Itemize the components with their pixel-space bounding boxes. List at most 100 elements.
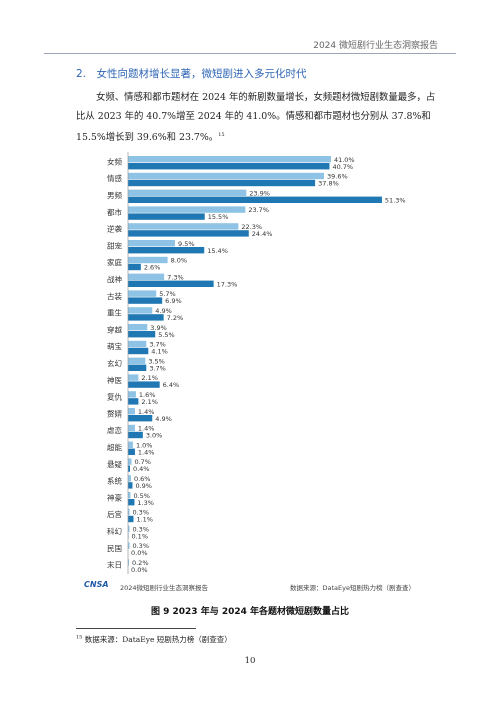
data-label: 1.0% — [136, 441, 153, 449]
bar — [128, 189, 247, 196]
data-label: 5.5% — [158, 331, 175, 339]
data-label: 0.3% — [132, 509, 149, 517]
bar — [128, 482, 133, 489]
bar — [128, 263, 141, 271]
data-label: 40.7% — [332, 163, 353, 171]
bar — [128, 273, 165, 280]
page-number: 10 — [244, 656, 256, 666]
bar — [128, 290, 157, 297]
footnote-reference: 15 — [218, 132, 225, 138]
data-label: 0.9% — [135, 482, 152, 490]
bar — [128, 324, 148, 331]
category-label: 都市 — [107, 207, 122, 217]
data-label: 3.0% — [146, 432, 163, 440]
header-title: 2024 微短剧行业生态洞察报告 — [313, 41, 438, 51]
data-label: 24.4% — [252, 230, 273, 238]
bar — [128, 347, 149, 355]
category-label: 萌宝 — [107, 341, 122, 351]
data-label: 0.0% — [131, 566, 148, 574]
data-label: 1.1% — [136, 516, 153, 524]
bar — [128, 542, 130, 549]
data-label: 4.9% — [155, 415, 172, 423]
data-label: 5.7% — [159, 290, 176, 298]
category-label: 古装 — [107, 291, 122, 301]
category-label: 情感 — [107, 173, 122, 183]
header-rule — [44, 53, 456, 54]
bar — [128, 431, 143, 439]
category-label: 家庭 — [107, 257, 122, 267]
data-label: 1.4% — [138, 408, 155, 416]
footnote-rule — [76, 628, 196, 629]
bar — [128, 465, 130, 472]
data-label: 51.3% — [385, 196, 406, 204]
bar — [128, 525, 130, 532]
category-label: 虐恋 — [107, 425, 122, 435]
data-label: 6.4% — [163, 381, 180, 389]
data-label: 0.4% — [133, 465, 150, 473]
bar — [128, 340, 147, 348]
data-label: 7.2% — [167, 314, 184, 322]
category-label: 后宫 — [107, 509, 122, 519]
data-label: 0.1% — [131, 532, 148, 540]
data-label: 3.9% — [150, 324, 167, 332]
category-label: 战神 — [107, 274, 122, 284]
category-label: 重生 — [107, 308, 122, 318]
bar — [128, 357, 146, 364]
bar — [128, 206, 246, 213]
data-label: 15.4% — [207, 247, 228, 255]
footnote: 15 数据来源：DataEye 短剧热力榜（剧查查） — [76, 634, 232, 645]
bar — [128, 230, 249, 237]
bar — [128, 307, 153, 314]
data-label: 0.2% — [132, 559, 149, 567]
data-label: 2.6% — [144, 264, 161, 272]
data-label: 9.5% — [178, 240, 195, 248]
paragraph-text: 女频、情感和都市题材在 2024 年的新剧数量增长，女频题材微短剧数量最多，占比… — [76, 92, 436, 144]
bar — [128, 499, 135, 506]
category-label: 神豪 — [107, 492, 122, 502]
bar — [128, 559, 129, 566]
section-heading: 2. 女性向题材增长显著，微短剧进入多元化时代 — [76, 68, 307, 80]
bar — [128, 163, 330, 170]
bar — [128, 314, 164, 321]
bar — [128, 196, 382, 203]
category-label: 甜宠 — [107, 240, 122, 250]
chart-source: 数据来源：DataEye短剧热力榜（剧查查） — [290, 584, 415, 592]
data-label: 0.3% — [132, 542, 149, 550]
data-label: 3.7% — [149, 364, 166, 372]
data-label: 1.4% — [138, 425, 155, 433]
bar — [128, 213, 205, 220]
bar — [128, 179, 316, 187]
category-label: 复仇 — [107, 392, 122, 402]
bar — [128, 391, 136, 398]
bar — [128, 458, 132, 465]
data-label: 41.0% — [334, 156, 355, 164]
category-label: 悬疑 — [107, 459, 122, 469]
bar — [128, 374, 139, 381]
data-label: 1.4% — [138, 448, 155, 456]
data-label: 0.6% — [134, 475, 151, 483]
category-label: 民国 — [107, 544, 122, 553]
data-label: 6.9% — [165, 297, 182, 305]
data-label: 1.3% — [137, 499, 154, 507]
cnsa-logo: CNSA — [84, 580, 109, 589]
data-label: 4.1% — [151, 348, 168, 356]
bar — [128, 424, 135, 432]
data-label: 2.1% — [141, 398, 158, 406]
data-label: 39.6% — [327, 173, 348, 181]
data-label: 4.9% — [155, 307, 172, 315]
bar — [128, 172, 325, 180]
bar — [128, 408, 135, 415]
data-label: 22.3% — [241, 223, 262, 231]
data-label: 3.5% — [148, 357, 165, 365]
bar — [128, 415, 153, 422]
data-label: 0.3% — [132, 525, 149, 533]
body-paragraph: 女频、情感和都市题材在 2024 年的新剧数量增长，女频题材微短剧数量最多，占比… — [76, 88, 436, 147]
category-label: 神医 — [107, 375, 122, 385]
category-label: 末日 — [107, 560, 122, 570]
bar — [128, 515, 134, 523]
category-label: 女频 — [107, 156, 122, 166]
data-label: 0.0% — [131, 549, 148, 557]
data-label: 37.8% — [318, 180, 339, 188]
category-label: 超能 — [107, 442, 122, 452]
figure-caption: 图 9 2023 年与 2024 年各题材微短剧数量占比 — [150, 607, 350, 617]
